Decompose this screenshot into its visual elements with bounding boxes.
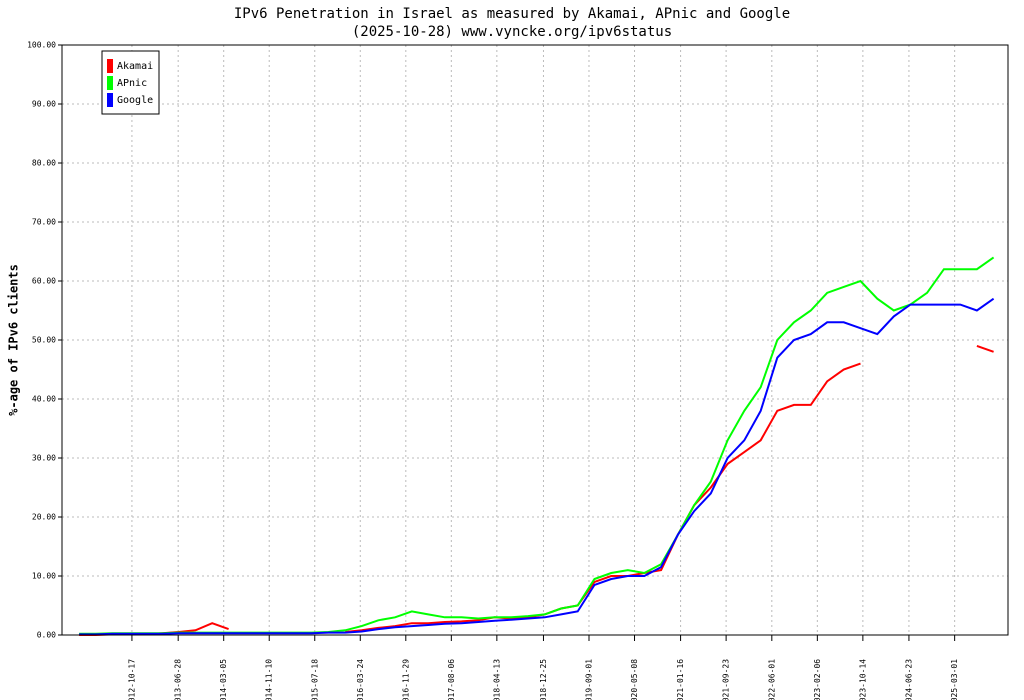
- x-tick-label: 2015-07-18: [310, 659, 319, 700]
- x-tick-label: 2018-12-25: [539, 659, 548, 700]
- x-tick-label: 2022-06-01: [767, 659, 776, 700]
- legend-swatch: [107, 93, 113, 107]
- y-tick-label: 20.00: [32, 513, 56, 522]
- x-tick-label: 2016-11-29: [401, 659, 410, 700]
- legend-label: Google: [117, 95, 153, 106]
- y-tick-label: 90.00: [32, 100, 56, 109]
- y-tick-label: 50.00: [32, 336, 56, 345]
- legend: Akamai APnic Google: [101, 50, 160, 115]
- x-tick-label: 2021-09-23: [722, 659, 731, 700]
- y-tick-label: 0.00: [37, 631, 56, 640]
- y-tick-label: 60.00: [32, 277, 56, 286]
- x-tick-label: 2023-10-14: [858, 659, 867, 700]
- y-tick-label: 30.00: [32, 454, 56, 463]
- x-tick-label: 2012-10-17: [127, 659, 136, 700]
- plot-area: [62, 45, 1008, 635]
- legend-swatch: [107, 59, 113, 73]
- x-tick-label: 2014-11-10: [265, 659, 274, 700]
- legend-label: Akamai: [117, 61, 153, 72]
- series-line: [79, 297, 995, 636]
- x-tick-label: 2024-06-23: [904, 659, 913, 700]
- y-tick-label: 70.00: [32, 218, 56, 227]
- y-tick-label: 10.00: [32, 572, 56, 581]
- x-tick-label: 2018-04-13: [492, 659, 501, 700]
- x-tick-label: 2014-03-05: [219, 659, 228, 700]
- x-tick-label: 2016-03-24: [356, 659, 365, 700]
- x-tick-label: 2021-01-16: [676, 659, 685, 700]
- chart-subtitle: (2025-10-28) www.vyncke.org/ipv6status: [352, 24, 672, 40]
- y-axis-label: %-age of IPv6 clients: [7, 264, 21, 416]
- plot-border: [61, 44, 1009, 636]
- y-tick-label: 40.00: [32, 395, 56, 404]
- x-tick-label: 2013-06-28: [174, 659, 183, 700]
- legend-swatch: [107, 76, 113, 90]
- x-tick-label: 2019-09-01: [584, 659, 593, 700]
- x-tick-label: 2025-03-01: [950, 659, 959, 700]
- x-tick-label: 2020-05-08: [630, 659, 639, 700]
- legend-label: APnic: [117, 78, 147, 89]
- chart-title: IPv6 Penetration in Israel as measured b…: [234, 6, 790, 22]
- x-tick-label: 2023-02-06: [813, 659, 822, 700]
- y-tick-label: 80.00: [32, 159, 56, 168]
- x-tick-label: 2017-08-06: [447, 659, 456, 700]
- y-tick-label: 100.00: [27, 41, 56, 50]
